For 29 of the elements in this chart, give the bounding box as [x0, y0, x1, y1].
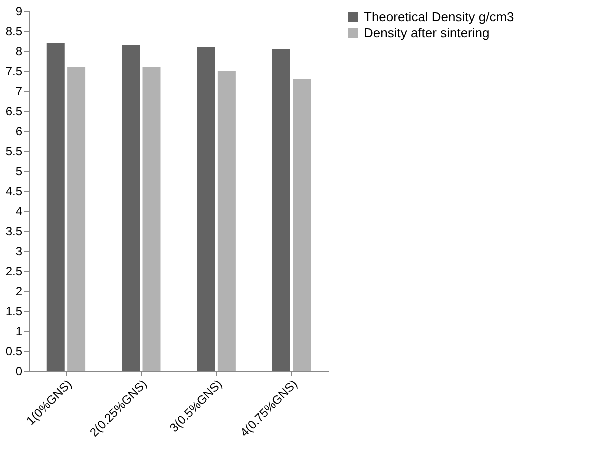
y-tick-label: 7.5 — [6, 64, 23, 78]
legend-label: Density after sintering — [364, 26, 490, 40]
y-tick-label: 0.5 — [6, 344, 23, 358]
bar — [68, 67, 86, 371]
y-tick-label: 5 — [16, 164, 23, 178]
y-tick-label: 5.5 — [6, 144, 23, 158]
bar — [293, 79, 312, 371]
y-tick-label: 4.5 — [6, 184, 23, 198]
y-tick-label: 3.5 — [6, 224, 23, 238]
y-tick-label: 2 — [16, 284, 23, 298]
bar — [122, 45, 140, 371]
y-tick-label: 8.5 — [6, 24, 23, 38]
bar — [142, 67, 161, 371]
y-tick-label: 6.5 — [6, 104, 23, 118]
legend-label: Theoretical Density g/cm3 — [364, 10, 514, 24]
y-tick-label: 8 — [16, 44, 23, 58]
bar — [46, 43, 65, 371]
y-tick-label: 0 — [16, 364, 23, 378]
y-tick-label: 4 — [16, 204, 23, 218]
bar — [272, 49, 290, 371]
y-tick-label: 1.5 — [6, 304, 23, 318]
y-tick-label: 3 — [16, 244, 23, 258]
y-tick-label: 2.5 — [6, 264, 23, 278]
bar — [218, 71, 236, 371]
y-tick-label: 9 — [16, 4, 23, 18]
bar — [197, 47, 216, 371]
y-tick-label: 1 — [16, 324, 23, 338]
y-tick-label: 6 — [16, 124, 23, 138]
y-tick-label: 7 — [16, 84, 23, 98]
